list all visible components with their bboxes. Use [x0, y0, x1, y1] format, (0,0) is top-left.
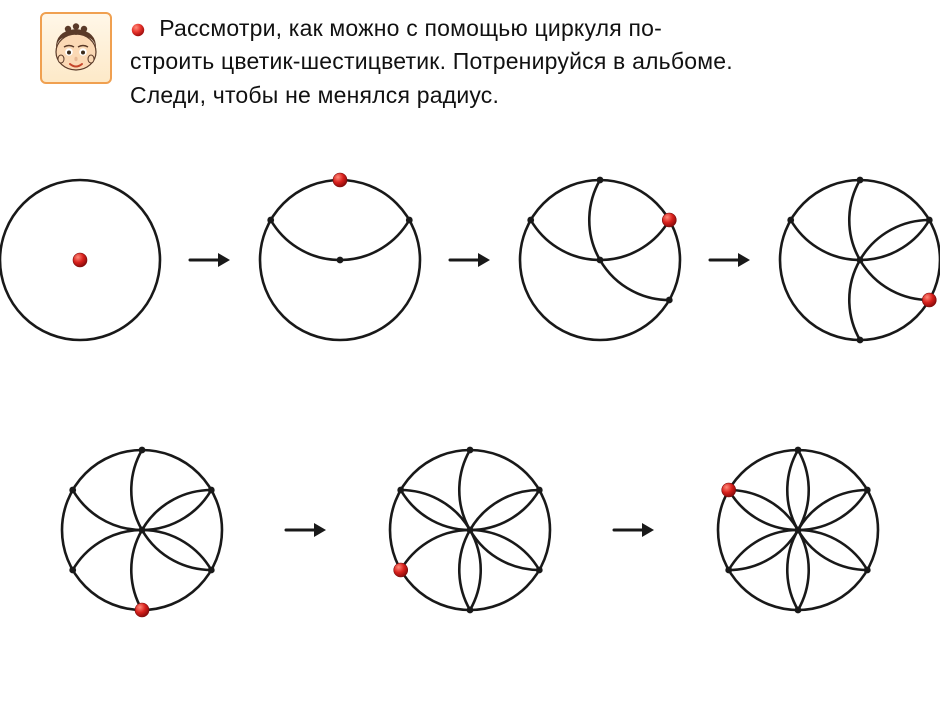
- diagram-cell: [42, 430, 242, 630]
- page: Рассмотри, как можно с помощью циркуля п…: [0, 0, 940, 705]
- diagram-row-2: [0, 430, 940, 630]
- header: Рассмотри, как можно с помощью циркуля п…: [40, 12, 920, 112]
- arrow-icon: [284, 518, 328, 542]
- diagram-cell: [370, 430, 570, 630]
- avatar-face-icon: [47, 19, 105, 77]
- bullet-icon: [130, 22, 146, 38]
- arrow-icon: [188, 248, 232, 272]
- diagram-cell: [240, 160, 440, 360]
- arrow-icon: [448, 248, 492, 272]
- arrow-cell: [448, 248, 492, 272]
- task-text: Рассмотри, как можно с помощью циркуля п…: [130, 12, 920, 112]
- step-diagram: [370, 430, 570, 630]
- diagram-area: [0, 150, 940, 630]
- step-diagram: [500, 160, 700, 360]
- step-diagram: [0, 160, 180, 360]
- step-diagram: [760, 160, 940, 360]
- step-diagram: [240, 160, 440, 360]
- arrow-cell: [708, 248, 752, 272]
- task-line-2: строить цветик-шестицветик. Потренируйся…: [130, 48, 733, 74]
- arrow-cell: [188, 248, 232, 272]
- diagram-cell: [698, 430, 898, 630]
- diagram-row-1: [0, 160, 940, 360]
- arrow-cell: [284, 518, 328, 542]
- task-line-1: Рассмотри, как можно с помощью циркуля п…: [159, 15, 662, 41]
- diagram-cell: [0, 160, 180, 360]
- task-line-3: Следи, чтобы не менялся радиус.: [130, 82, 499, 108]
- arrow-icon: [612, 518, 656, 542]
- step-diagram: [698, 430, 898, 630]
- arrow-icon: [708, 248, 752, 272]
- diagram-cell: [760, 160, 940, 360]
- avatar-icon: [40, 12, 112, 84]
- diagram-cell: [500, 160, 700, 360]
- arrow-cell: [612, 518, 656, 542]
- step-diagram: [42, 430, 242, 630]
